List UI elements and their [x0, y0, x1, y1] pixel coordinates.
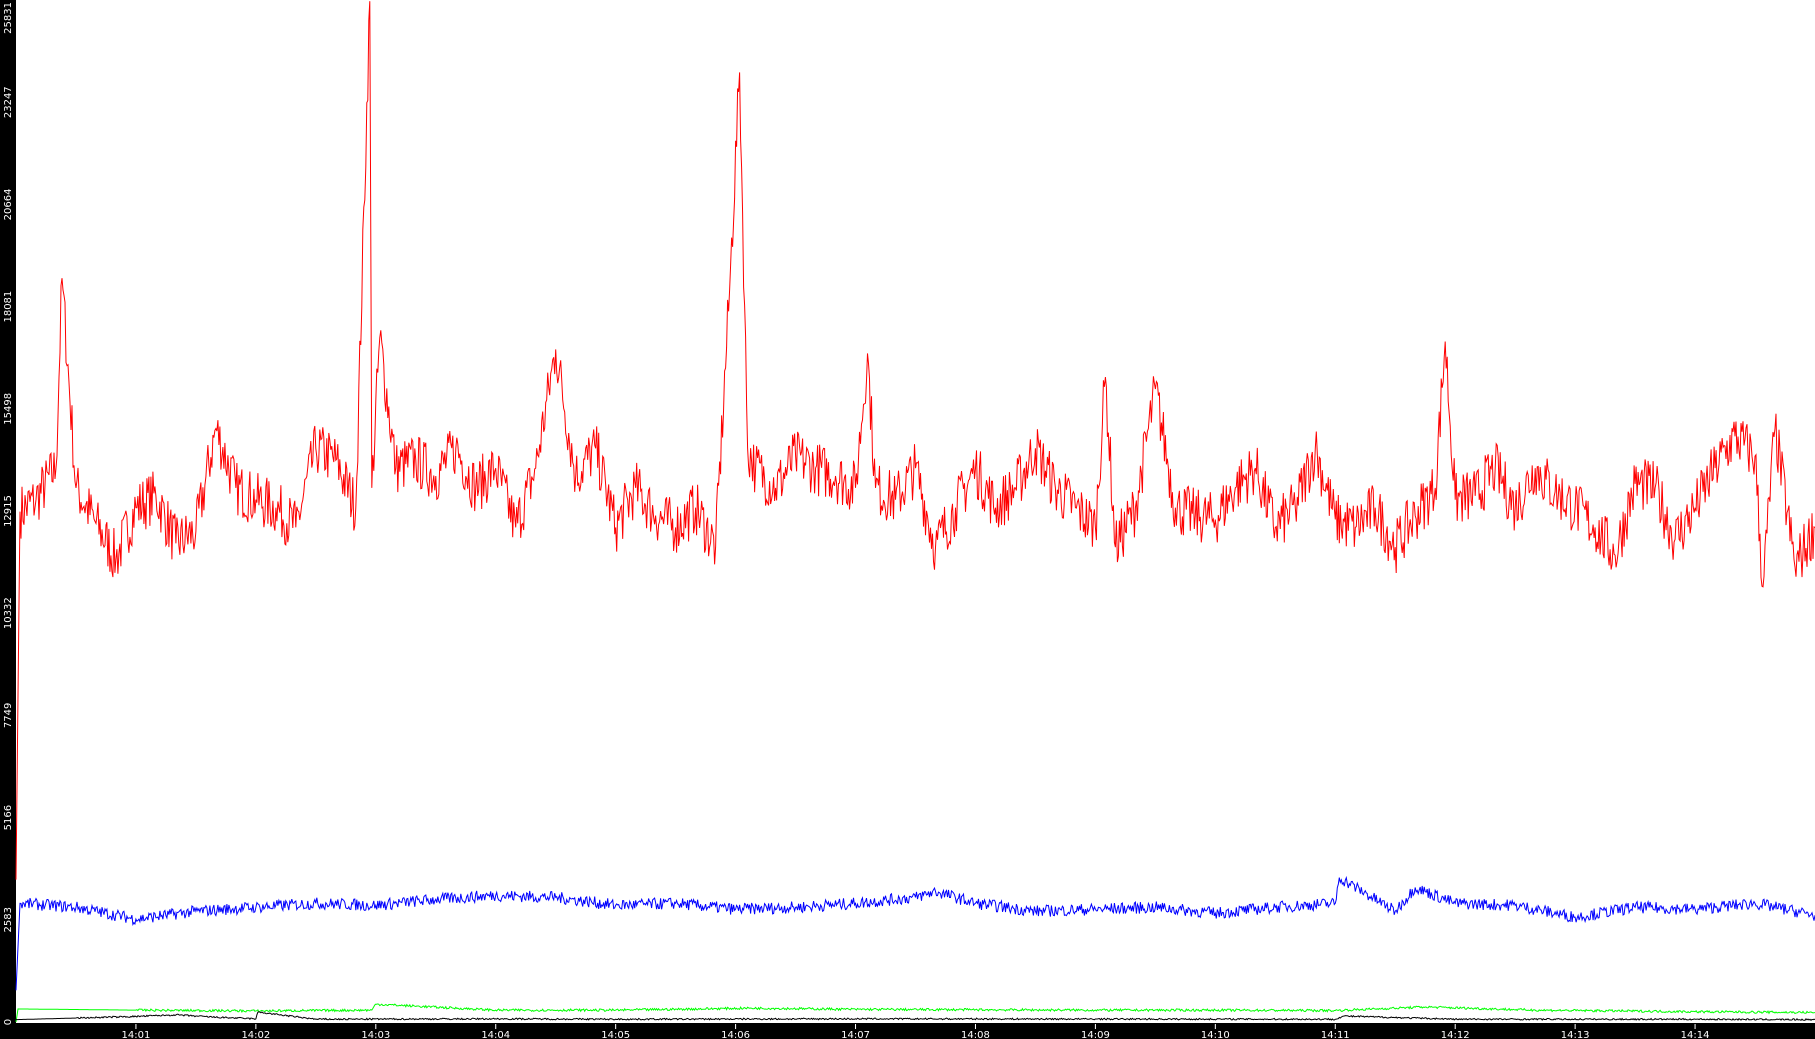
y-tick-label: 12915: [3, 495, 14, 527]
y-tick-label: 2583: [3, 907, 14, 932]
x-tick-label: 14:13: [1561, 1030, 1590, 1039]
x-tick-label: 14:10: [1201, 1030, 1230, 1039]
y-tick-label: 15498: [3, 393, 14, 425]
y-tick-label: 7749: [3, 703, 14, 728]
y-tick-label: 23247: [3, 86, 14, 118]
y-tick-label: 10332: [3, 597, 14, 629]
y-axis: 0 2583 5166 7749 10332 12915 15498 18081 20664 23…: [3, 2, 14, 1025]
x-tick-label: 14:02: [241, 1030, 270, 1039]
x-tick-label: 14:09: [1081, 1030, 1110, 1039]
y-tick-label: 25831: [3, 2, 14, 34]
x-axis-band: [0, 1024, 1815, 1039]
x-tick-label: 14:04: [481, 1030, 510, 1039]
x-tick-label: 14:03: [361, 1030, 390, 1039]
series-line-2: [15, 1003, 1815, 1023]
y-tick-label: 0: [3, 1019, 14, 1025]
y-axis-band: [0, 0, 16, 1039]
series-line-3: [16, 1011, 1815, 1021]
series-line-0: [15, 1, 1815, 880]
x-tick-label: 14:06: [721, 1030, 750, 1039]
series-line-1: [15, 875, 1815, 991]
y-tick-label: 20664: [3, 189, 14, 221]
plot-area: [16, 0, 1815, 1023]
x-tick-label: 14:12: [1441, 1030, 1470, 1039]
x-tick-label: 14:01: [122, 1030, 151, 1039]
x-tick-label: 14:07: [841, 1030, 870, 1039]
x-tick-label: 14:14: [1681, 1030, 1710, 1039]
y-tick-label: 18081: [3, 291, 14, 323]
y-tick-label: 5166: [3, 805, 14, 830]
x-tick-label: 14:05: [601, 1030, 630, 1039]
x-tick-label: 14:11: [1321, 1030, 1350, 1039]
series-layer: [15, 1, 1815, 1023]
x-tick-label: 14:08: [961, 1030, 990, 1039]
x-axis: 14:01 14:02 14:03 14:04 14:05 14:06 14:07 14:08…: [122, 1024, 1710, 1039]
